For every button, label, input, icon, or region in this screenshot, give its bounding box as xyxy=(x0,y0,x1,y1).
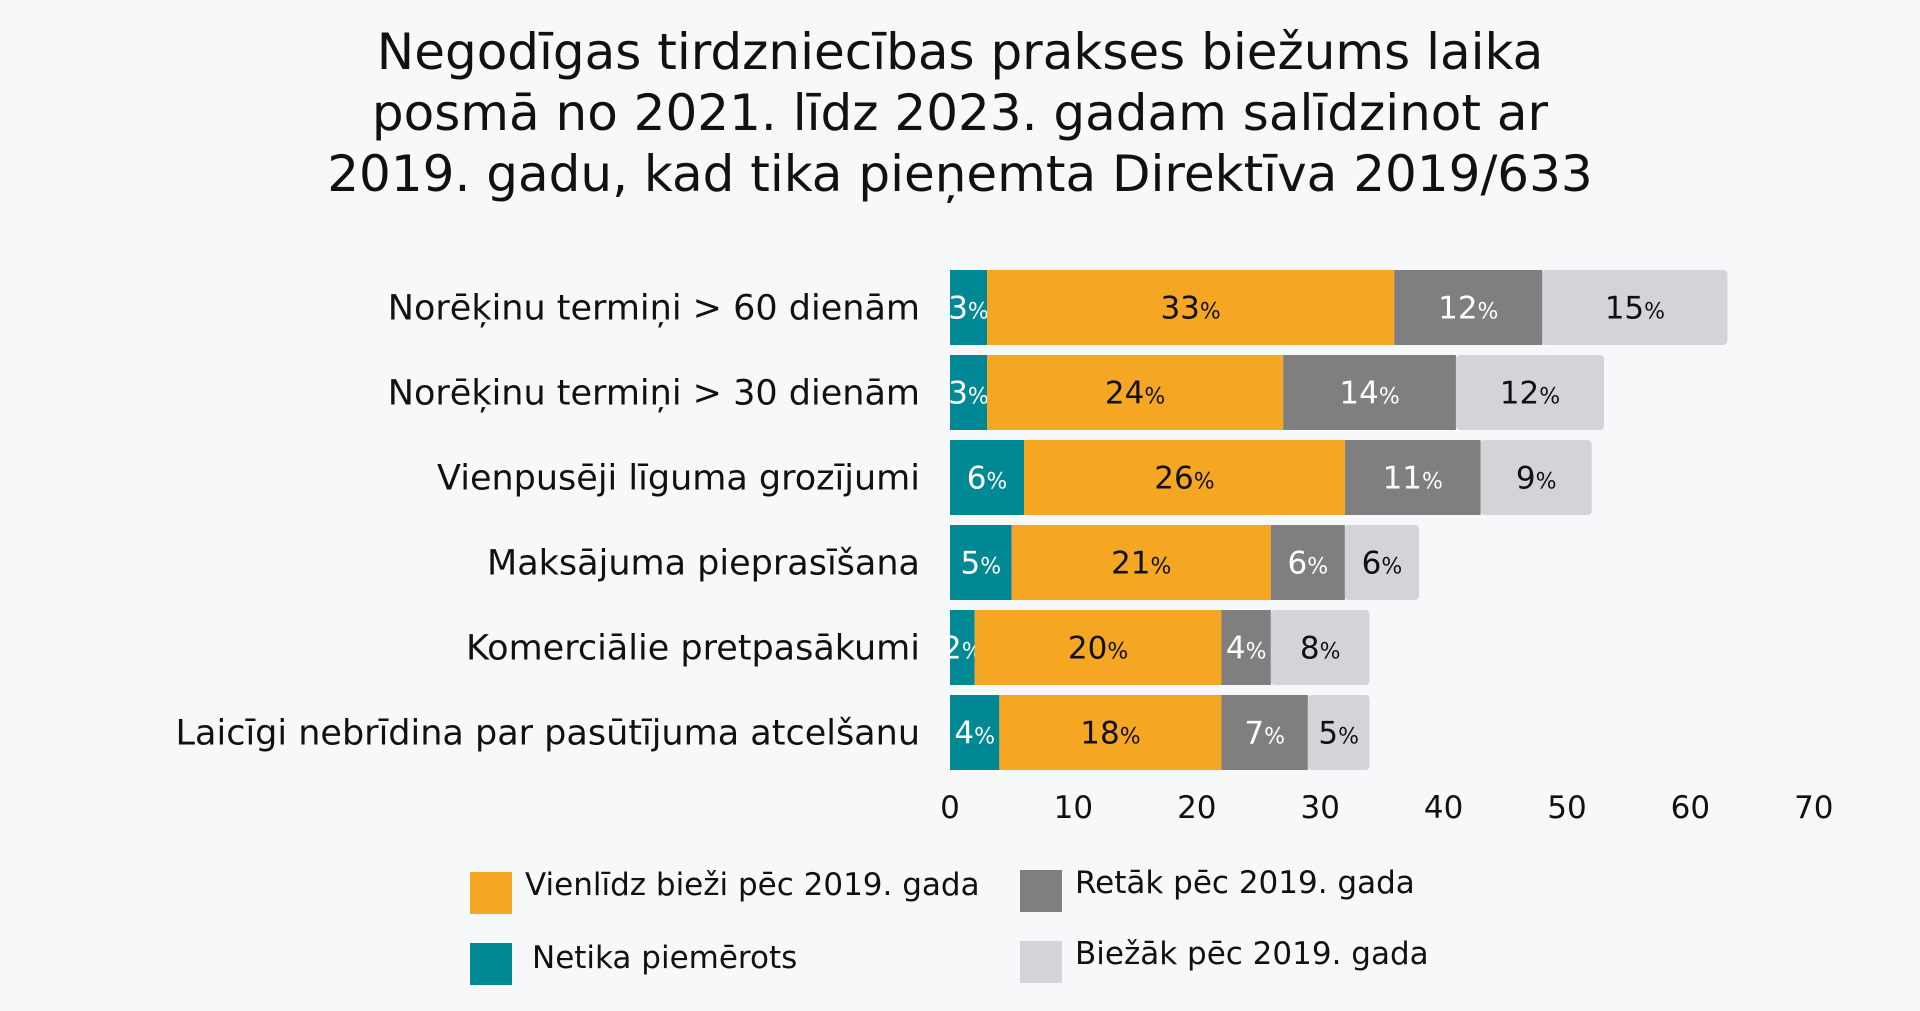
bar-segment xyxy=(987,355,1284,430)
x-tick-label: 10 xyxy=(1054,790,1093,826)
data-label: 5% xyxy=(961,546,1002,582)
category-label: Komerciālie pretpasākumi xyxy=(466,629,920,669)
data-label: 3% xyxy=(948,291,989,327)
x-tick-label: 70 xyxy=(1794,790,1833,826)
data-label: 6% xyxy=(967,461,1008,497)
data-label: 24% xyxy=(1105,376,1165,412)
legend-swatch xyxy=(470,943,512,985)
bar-segment xyxy=(974,610,1222,685)
data-label: 9% xyxy=(1516,461,1557,497)
bar-segment xyxy=(950,610,975,685)
category-label: Norēķinu termiņi > 30 dienām xyxy=(388,374,920,414)
bar-segment xyxy=(1307,695,1370,770)
data-label: 21% xyxy=(1111,546,1171,582)
bar-segment xyxy=(950,355,988,430)
legend-swatch xyxy=(1020,941,1062,983)
bar-segment xyxy=(1394,270,1543,345)
data-label: 12% xyxy=(1500,376,1560,412)
legend-label: Biežāk pēc 2019. gada xyxy=(1075,936,1429,972)
data-label: 14% xyxy=(1339,376,1399,412)
bar-segment xyxy=(1344,440,1481,515)
bar-segment xyxy=(950,525,1012,600)
data-label: 18% xyxy=(1080,716,1140,752)
x-tick-label: 60 xyxy=(1671,790,1710,826)
x-tick-label: 30 xyxy=(1300,790,1339,826)
bar-segment xyxy=(987,270,1395,345)
chart-title-line-3: 2019. gadu, kad tika pieņemta Direktīva … xyxy=(327,145,1593,203)
x-tick-label: 0 xyxy=(940,790,960,826)
x-tick-label: 20 xyxy=(1177,790,1216,826)
data-label: 3% xyxy=(948,376,989,412)
data-label: 6% xyxy=(1288,546,1329,582)
bar-segment xyxy=(1270,525,1345,600)
chart-title-line-2: posmā no 2021. līdz 2023. gadam salīdzin… xyxy=(371,84,1549,142)
category-label: Vienpusēji līguma grozījumi xyxy=(437,459,920,499)
category-label: Maksājuma pieprasīšana xyxy=(487,544,920,584)
data-label: 6% xyxy=(1362,546,1403,582)
data-label: 5% xyxy=(1318,716,1359,752)
chart-title: Negodīgas tirdzniecības prakses biežums … xyxy=(0,22,1920,205)
bar-segment xyxy=(1283,355,1456,430)
legend-label: Vienlīdz bieži pēc 2019. gada xyxy=(525,867,980,903)
bar-segment xyxy=(950,695,1000,770)
x-tick-label: 40 xyxy=(1424,790,1463,826)
x-tick-label: 50 xyxy=(1547,790,1586,826)
legend-label: Retāk pēc 2019. gada xyxy=(1075,865,1415,901)
data-label: 15% xyxy=(1605,291,1665,327)
legend-swatch xyxy=(1020,870,1062,912)
bar-segment xyxy=(1480,440,1592,515)
data-label: 7% xyxy=(1244,716,1285,752)
bar-segment xyxy=(1455,355,1605,430)
bar-segment xyxy=(1221,610,1271,685)
data-label: 8% xyxy=(1300,631,1341,667)
bar-segment xyxy=(1024,440,1345,515)
bar-segment xyxy=(950,440,1025,515)
chart-title-line-1: Negodīgas tirdzniecības prakses biežums … xyxy=(376,23,1544,81)
data-label: 11% xyxy=(1383,461,1443,497)
legend-label: Netika piemērots xyxy=(532,940,798,976)
category-label: Laicīgi nebrīdina par pasūtījuma atcelša… xyxy=(176,714,920,754)
category-label: Norēķinu termiņi > 60 dienām xyxy=(388,289,920,329)
bar-segment xyxy=(999,695,1222,770)
legend-swatch xyxy=(470,872,512,914)
bar-segment xyxy=(950,270,988,345)
data-label: 26% xyxy=(1154,461,1214,497)
bar-segment xyxy=(1270,610,1370,685)
data-label: 33% xyxy=(1160,291,1220,327)
bar-segment xyxy=(1221,695,1308,770)
data-label: 12% xyxy=(1438,291,1498,327)
bar-segment xyxy=(1344,525,1419,600)
data-label: 20% xyxy=(1068,631,1128,667)
bar-segment xyxy=(1542,270,1728,345)
data-label: 4% xyxy=(1226,631,1267,667)
bar-segment xyxy=(1011,525,1271,600)
data-label: 4% xyxy=(954,716,995,752)
